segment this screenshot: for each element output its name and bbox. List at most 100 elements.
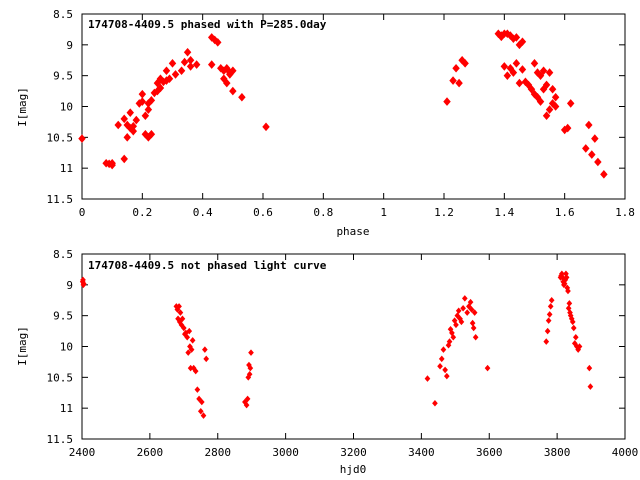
data-point [600,170,608,179]
data-points [78,29,608,179]
data-point [546,311,553,318]
data-point [437,362,443,370]
data-point [138,89,147,99]
data-point [192,367,199,375]
data-point [238,92,246,102]
data-point [594,157,602,167]
data-point [455,78,463,88]
data-point [198,398,205,406]
data-point [565,287,571,295]
data-point [123,133,131,142]
data-point [200,412,207,419]
x-tick-label: 3400 [408,446,435,459]
data-point [185,349,192,356]
data-point [120,114,128,124]
y-tick-label: 9.5 [53,70,73,83]
data-point [156,83,165,93]
x-tick-label: 1.2 [434,206,454,219]
data-point [424,375,431,382]
y-axis-title: I[mag] [16,87,29,127]
data-point [194,386,201,393]
data-point [454,312,461,319]
data-point [548,84,557,94]
data-point [572,333,579,341]
data-point [144,105,153,114]
data-point [108,160,116,170]
data-point [217,63,225,73]
x-tick-label: 1 [380,206,387,219]
y-tick-label: 11 [60,162,73,175]
x-tick-label: 3200 [340,446,367,459]
data-point [188,346,195,353]
data-point [544,327,551,335]
data-point [587,383,594,390]
x-tick-label: 2600 [137,446,164,459]
data-point [461,295,468,302]
x-tick-label: 1.8 [615,206,635,219]
data-point [453,321,459,329]
y-tick-label: 10 [60,101,73,114]
data-point [576,343,583,350]
data-point [472,333,479,341]
data-point [545,317,552,324]
unphased-light-curve-plot: 174708-4409.5 not phased light curve hjd… [16,248,638,476]
data-point [512,33,521,42]
data-point [503,71,512,80]
data-point [467,298,474,306]
data-point [588,150,596,159]
data-point [530,59,539,68]
x-tick-label: 2400 [69,446,96,459]
data-point [126,108,134,117]
data-point [460,305,466,312]
data-point [247,364,254,372]
data-point [518,37,527,47]
x-tick-label: 0.6 [253,206,273,219]
data-point [455,307,462,314]
data-point [177,66,186,76]
y-tick-label: 11.5 [47,193,74,206]
data-point [509,68,518,77]
data-point [449,76,457,85]
x-tick-label: 3000 [272,446,299,459]
data-point [440,346,447,353]
data-point [515,78,524,88]
data-point [452,63,460,73]
data-point [458,318,465,326]
data-point [461,59,469,68]
y-tick-label: 11.5 [47,433,74,446]
x-tick-label: 4000 [612,446,639,459]
data-point [78,134,86,143]
data-point [189,337,196,344]
data-point [432,399,438,407]
data-point [207,33,216,42]
data-point [539,66,548,76]
data-point [171,70,180,79]
data-point [196,395,202,403]
data-point [450,333,457,341]
data-point [443,97,451,106]
data-point [569,318,576,326]
x-tick-label: 1.4 [494,206,514,219]
y-tick-label: 8.5 [53,8,73,21]
data-points [79,270,594,419]
data-point [545,68,554,77]
data-point [132,115,141,125]
data-point [543,338,550,345]
data-point [183,47,192,57]
data-point [470,324,477,332]
data-point [446,338,453,345]
y-tick-label: 8.5 [53,248,73,261]
data-point [443,372,450,380]
data-point [469,319,476,327]
data-point [527,84,536,94]
y-tick-label: 11 [60,402,73,415]
data-point [223,78,231,88]
data-point [471,309,478,316]
data-point [466,303,472,310]
x-tick-label: 0.2 [132,206,152,219]
y-tick-label: 10 [60,341,73,354]
data-point [229,86,237,96]
data-point [500,62,509,71]
x-tick-label: 0.4 [193,206,213,219]
data-point [80,280,87,287]
